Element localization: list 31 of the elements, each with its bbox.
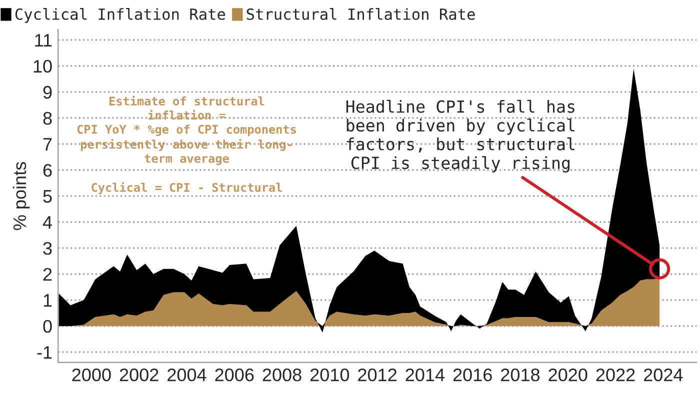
y-tick-label: 3	[43, 242, 52, 255]
x-tick-label: 2004	[168, 368, 206, 382]
y-tick-label: 9	[43, 86, 52, 99]
x-tick-label: 2008	[262, 368, 302, 382]
legend-label: Structural Inflation Rate	[246, 8, 475, 20]
y-tick-label: 7	[43, 138, 52, 151]
x-tick-label: 2024	[644, 368, 683, 382]
legend-label: Cyclical Inflation Rate	[15, 8, 226, 23]
y-tick-label: 6	[43, 164, 52, 177]
text: Estimate of structural inflation = CPI YoY * %ge of CPI components persistently above their long- term average Cyclical = CPI - Structural	[77, 96, 296, 194]
annotation: Headline CPI's fall has been driven by cyclical factors, but structural CPI is steadily rising	[346, 100, 574, 173]
x-tick-label: 2020	[548, 368, 588, 382]
x-tick-label: 2006	[215, 368, 254, 382]
y-tick-label: -1	[37, 346, 52, 359]
x-tick-label: 2010	[310, 368, 350, 382]
x-tick-label: 2000	[72, 368, 111, 382]
x-tick-label: 2002	[120, 368, 158, 382]
x-tick-label: 2012	[358, 368, 396, 382]
y-tick-label: 8	[43, 112, 52, 125]
y-tick-label: 10	[34, 60, 52, 73]
y-tick-label: 0	[43, 320, 52, 333]
x-tick-label: 2014	[406, 368, 444, 382]
y-axis-title: % points	[12, 162, 30, 230]
y-tick-label: 11	[35, 34, 52, 46]
y-tick-label: 5	[43, 190, 52, 203]
x-tick-label: 2016	[453, 368, 492, 382]
y-tick-label: 4	[42, 216, 52, 229]
y-tick-label: 1	[44, 294, 52, 307]
y-tick-label: 2	[43, 268, 52, 281]
x-tick-label: 2022	[596, 368, 635, 382]
x-tick-label: 2018	[501, 368, 540, 382]
